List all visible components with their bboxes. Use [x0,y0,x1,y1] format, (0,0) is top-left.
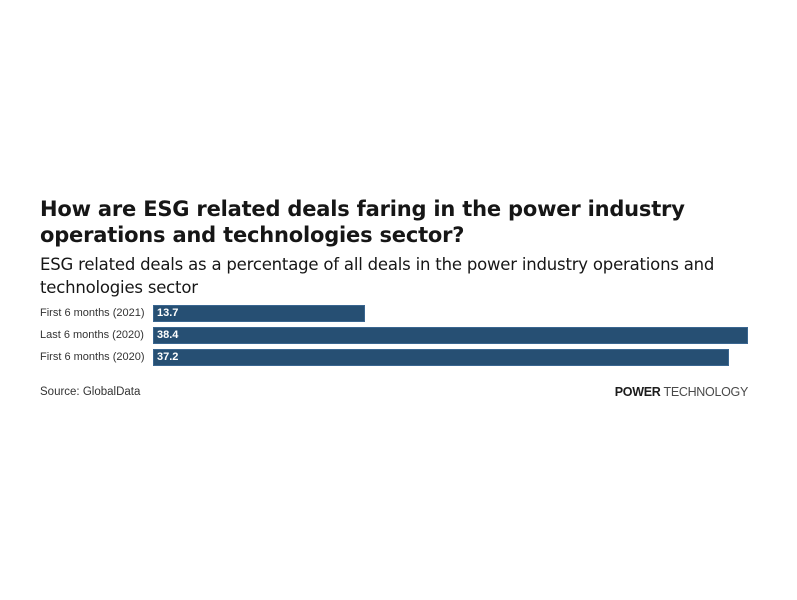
category-label: First 6 months (2020) [40,351,145,363]
bar-value-label: 38.4 [157,329,179,341]
bar-row: First 6 months (2020) 37.2 [0,349,797,366]
chart-title: How are ESG related deals faring in the … [40,197,685,247]
source-note: Source: GlobalData [40,386,141,398]
bar: 37.2 [153,349,730,366]
bar-row: First 6 months (2021) 13.7 [0,305,797,322]
brand-logo-light: TECHNOLOGY [663,385,748,399]
bar-value-label: 13.7 [157,307,179,319]
chart-subtitle: ESG related deals as a percentage of all… [40,255,715,297]
bar-value-label: 37.2 [157,351,179,363]
bar: 38.4 [153,327,748,344]
category-label: First 6 months (2021) [40,307,145,319]
brand-logo-bold: POWER [614,385,661,399]
bar: 13.7 [153,305,366,322]
brand-logo: POWER TECHNOLOGY [614,385,749,399]
bar-row: Last 6 months (2020) 38.4 [0,327,797,344]
category-label: Last 6 months (2020) [40,329,144,341]
